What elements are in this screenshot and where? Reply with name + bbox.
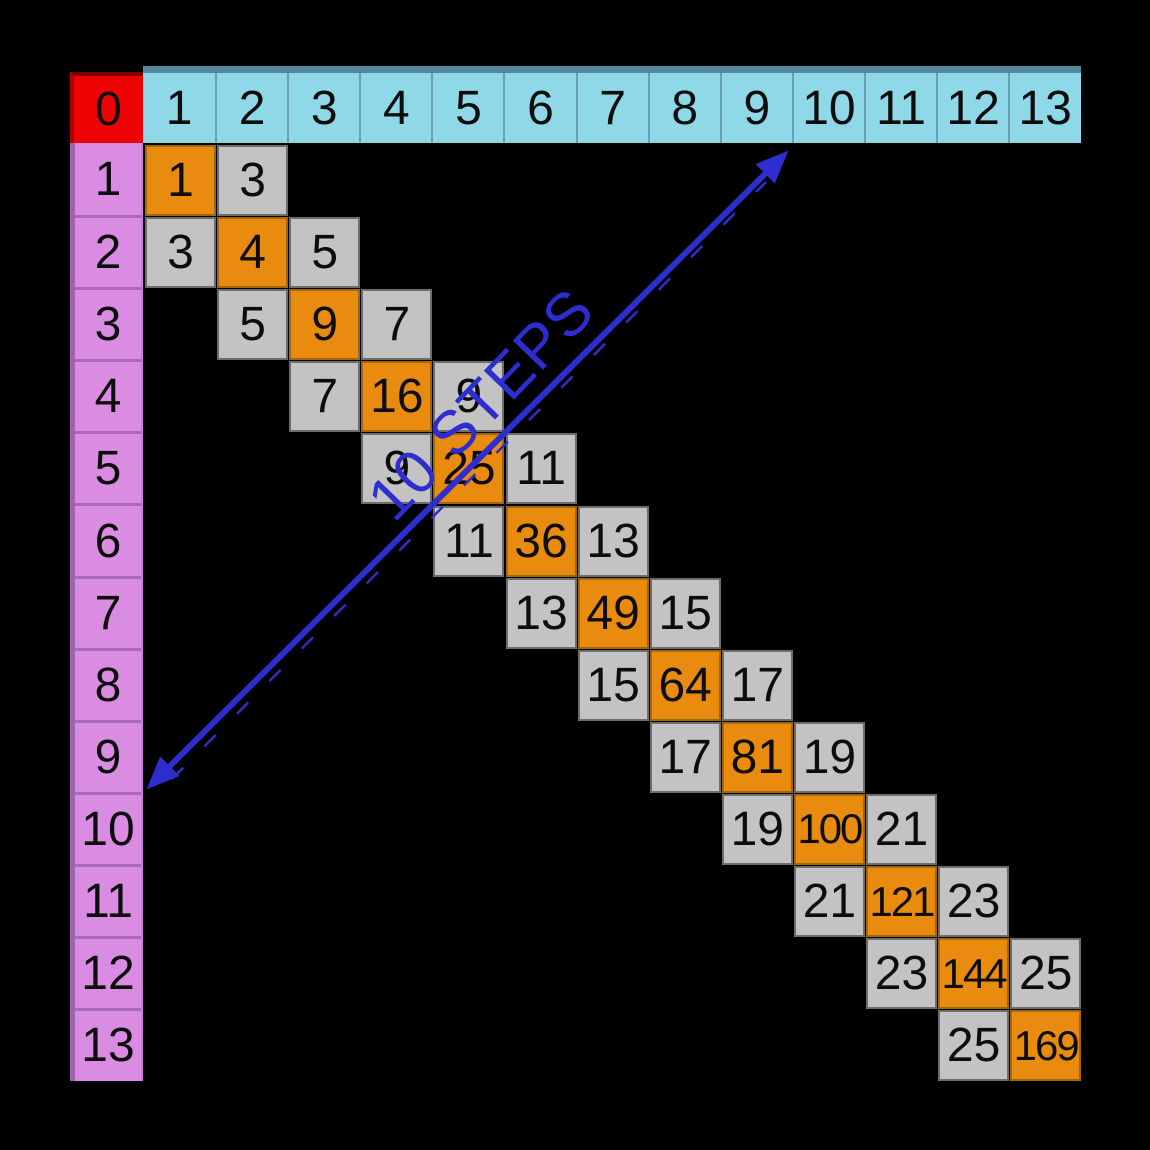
left-header-cell-3: 3 (75, 287, 141, 359)
left-header-cell-2: 2 (75, 215, 141, 287)
neighbor-cell-r6-c5: 11 (433, 505, 505, 577)
square-cell-r3-c3: 9 (289, 289, 361, 361)
top-header-cell-5: 5 (431, 73, 503, 143)
top-header-cell-9: 9 (719, 73, 792, 143)
top-header-cell-6: 6 (503, 73, 575, 143)
square-cell-r5-c5: 25 (433, 433, 505, 505)
square-cell-r8-c8: 64 (649, 649, 721, 721)
left-header-cell-13: 13 (75, 1008, 141, 1080)
neighbor-cell-r4-c5: 9 (433, 361, 505, 433)
square-cell-r12-c12: 144 (938, 938, 1010, 1010)
neighbor-cell-r5-c6: 11 (505, 433, 577, 505)
corner-cell-zero: 0 (70, 72, 143, 143)
left-header-cell-9: 9 (75, 719, 141, 792)
neighbor-cell-r11-c12: 23 (938, 866, 1010, 937)
left-header-cell-1: 1 (94, 152, 122, 206)
neighbor-cell-r12-c13: 25 (1010, 938, 1082, 1010)
top-header-cell-8: 8 (647, 73, 720, 143)
neighbor-cell-r10-c11: 21 (866, 793, 937, 865)
top-header-cell-12: 12 (936, 73, 1008, 143)
square-cell-r4-c4: 16 (361, 361, 433, 433)
left-header-column: 1 2 3 4 5 6 7 8 9 10 11 12 13 (70, 143, 143, 1081)
left-header-cell-4: 4 (75, 359, 141, 431)
neighbor-cell-r6-c7: 13 (577, 505, 649, 577)
square-cell-r1-c1: 1 (145, 145, 216, 216)
square-cell-r11-c11: 121 (866, 866, 937, 937)
neighbor-cell-r4-c3: 7 (289, 361, 361, 433)
neighbor-cell-r9-c10: 19 (793, 721, 865, 793)
top-header-cell-4: 4 (359, 73, 431, 143)
square-cell-r6-c6: 36 (505, 505, 577, 577)
top-header-cell-10: 10 (791, 73, 864, 143)
neighbor-cell-r7-c8: 15 (649, 577, 721, 649)
left-header-cell-6: 6 (75, 503, 141, 575)
neighbor-cell-r8-c7: 15 (577, 649, 649, 721)
square-cell-r10-c10: 100 (793, 793, 865, 865)
top-header-cell-3: 3 (287, 73, 359, 143)
neighbor-cell-r9-c8: 17 (649, 721, 721, 793)
neighbor-cell-r5-c4: 9 (361, 433, 433, 505)
neighbor-cell-r13-c12: 25 (938, 1010, 1010, 1082)
neighbor-cell-r10-c9: 19 (721, 793, 793, 865)
left-header-cell-5: 5 (75, 431, 141, 503)
neighbor-cell-r2-c3: 5 (289, 217, 361, 289)
left-header-cell-11: 11 (75, 863, 141, 936)
top-header-cell-13: 13 (1008, 73, 1080, 143)
top-header-cell-1: 1 (165, 81, 193, 135)
square-cell-r2-c2: 4 (217, 217, 289, 289)
neighbor-cell-r8-c9: 17 (721, 649, 793, 721)
neighbor-cell-r2-c1: 3 (145, 217, 216, 289)
left-header-cell-10: 10 (75, 791, 141, 864)
neighbor-cell-r7-c6: 13 (505, 577, 577, 649)
neighbor-cell-r3-c2: 5 (217, 289, 289, 361)
neighbor-cell-r3-c4: 7 (361, 289, 433, 361)
left-header-cell-12: 12 (75, 936, 141, 1008)
square-cell-r7-c7: 49 (577, 577, 649, 649)
square-cell-r9-c9: 81 (721, 721, 793, 793)
left-header-cell-7: 7 (75, 575, 141, 648)
square-cell-r13-c13: 169 (1010, 1010, 1082, 1082)
top-header-cell-7: 7 (575, 73, 648, 143)
neighbor-cell-r1-c2: 3 (217, 145, 289, 216)
top-header-row: 1 2 3 4 5 6 7 8 9 10 11 12 13 (143, 66, 1081, 143)
left-header-cell-8: 8 (75, 647, 141, 720)
top-header-cell-11: 11 (863, 73, 936, 143)
neighbor-cell-r11-c10: 21 (793, 866, 865, 937)
neighbor-cell-r12-c11: 23 (866, 938, 937, 1010)
top-header-cell-2: 2 (215, 73, 287, 143)
